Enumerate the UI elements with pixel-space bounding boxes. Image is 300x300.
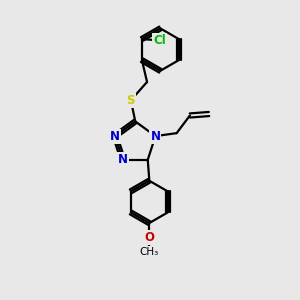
- Text: O: O: [144, 231, 154, 244]
- Text: N: N: [118, 153, 128, 166]
- Text: N: N: [150, 130, 161, 142]
- Text: Cl: Cl: [153, 34, 166, 47]
- Text: N: N: [110, 130, 120, 142]
- Text: CH₃: CH₃: [140, 247, 159, 257]
- Text: S: S: [127, 94, 135, 107]
